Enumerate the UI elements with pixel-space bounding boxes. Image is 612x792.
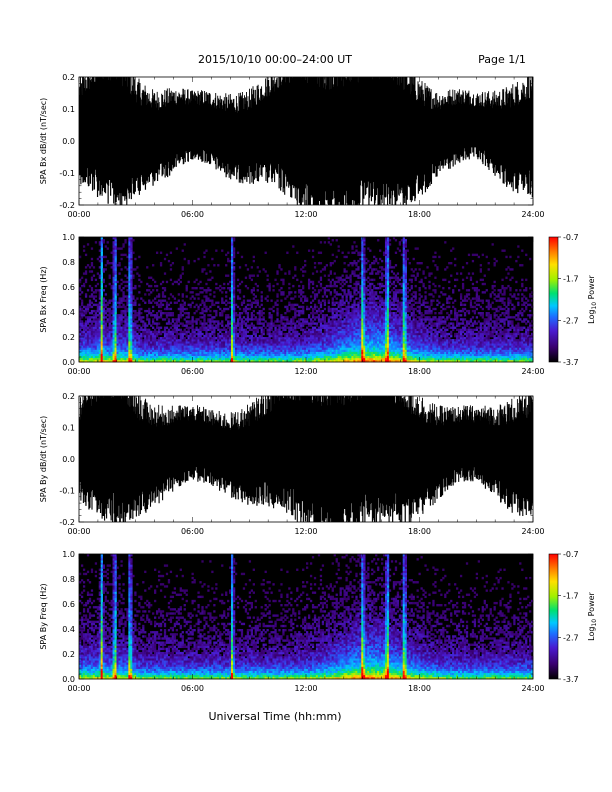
- x-tick-label: 24:00: [521, 684, 544, 693]
- panels: 00:00 06:00 12:00 18:00 24:00 -0.2 -0.1 0.0 0.1 0…: [39, 73, 598, 693]
- y-tick-label: 1.0: [62, 233, 75, 242]
- x-tick-label: 00:00: [67, 210, 90, 219]
- y-tick-label: -0.1: [59, 169, 75, 178]
- y-tick-label: 0.8: [62, 258, 75, 267]
- colorbar-label-base: Log: [587, 627, 596, 641]
- x-tick-label: 24:00: [521, 527, 544, 536]
- colorbar-label-base: Log: [587, 310, 596, 324]
- y-tick-label: -0.2: [59, 201, 75, 210]
- colorbar-tick-label: -2.7: [563, 316, 579, 325]
- colorbar: -0.7 -1.7 -2.7 -3.7 Log10 Power: [548, 233, 598, 367]
- x-tick-label: 06:00: [181, 527, 204, 536]
- x-tick-label: 12:00: [294, 527, 317, 536]
- x-axis-label: Universal Time (hh:mm): [209, 710, 342, 723]
- y-tick-label: 0.4: [62, 308, 75, 317]
- y-tick-label: -0.2: [59, 518, 75, 527]
- y-axis-label: SPA Bx Freq (Hz): [39, 266, 48, 332]
- y-tick-label: 0.6: [62, 283, 75, 292]
- page-title: 2015/10/10 00:00–24:00 UT: [198, 53, 352, 66]
- y-tick-label: 0.2: [62, 73, 75, 82]
- spectrogram-cells: [79, 554, 534, 680]
- y-tick-label: 0.6: [62, 600, 75, 609]
- x-tick-label: 12:00: [294, 210, 317, 219]
- x-tick-label: 00:00: [67, 527, 90, 536]
- x-tick-label: 12:00: [294, 684, 317, 693]
- y-axis-label: SPA Bx dB/dt (nT/sec): [39, 98, 48, 185]
- y-tick-label: 0.2: [62, 392, 75, 401]
- y-tick-label: 0.1: [62, 424, 75, 433]
- colorbar-label-subscript: 10: [591, 302, 598, 310]
- y-tick-label: 0.2: [62, 333, 75, 342]
- y-tick-label: -0.1: [59, 487, 75, 496]
- y-tick-label: 0.0: [62, 455, 75, 464]
- colorbar-tick-label: -1.7: [563, 592, 579, 601]
- colorbar-tick-label: -0.7: [563, 550, 579, 559]
- x-tick-label: 18:00: [408, 367, 431, 376]
- y-tick-label: 0.1: [62, 105, 75, 114]
- trace-core: [79, 125, 533, 148]
- colorbar-tick-label: -2.7: [563, 633, 579, 642]
- series-line: [79, 396, 533, 522]
- y-axis-label: SPA By dB/dt (nT/sec): [39, 416, 48, 503]
- colorbar-label-rest: Power: [587, 274, 596, 301]
- chart-panel-3: 00:00 06:00 12:00 18:00 24:00 -0.2 -0.1 0.0 0.1 0…: [39, 392, 545, 536]
- spectrogram-cells: [79, 237, 534, 363]
- page-number: Page 1/1: [478, 53, 526, 66]
- colorbar-gradient: [548, 553, 559, 680]
- colorbar: -0.7 -1.7 -2.7 -3.7 Log10 Power: [548, 550, 598, 684]
- x-tick-label: 00:00: [67, 684, 90, 693]
- x-tick-label: 06:00: [181, 367, 204, 376]
- colorbar-label-rest: Power: [587, 591, 596, 618]
- chart-panel-1: 00:00 06:00 12:00 18:00 24:00 -0.2 -0.1 0.0 0.1 0…: [39, 73, 545, 219]
- x-tick-label: 06:00: [181, 684, 204, 693]
- colorbar-tick-label: -1.7: [563, 275, 579, 284]
- x-tick-label: 00:00: [67, 367, 90, 376]
- colorbar-tick-label: -3.7: [563, 675, 579, 684]
- y-tick-label: 0.0: [62, 675, 75, 684]
- colorbar-label-subscript: 10: [591, 619, 598, 627]
- colorbar-label: Log10 Power: [587, 591, 598, 640]
- y-tick-label: 0.0: [62, 137, 75, 146]
- colorbar-tick-label: -0.7: [563, 233, 579, 242]
- x-tick-label: 12:00: [294, 367, 317, 376]
- x-tick-label: 18:00: [408, 210, 431, 219]
- y-tick-label: 0.0: [62, 358, 75, 367]
- y-tick-label: 1.0: [62, 550, 75, 559]
- x-tick-label: 18:00: [408, 684, 431, 693]
- colorbar-gradient: [548, 236, 559, 363]
- y-axis-label: SPA By Freq (Hz): [39, 583, 48, 649]
- x-tick-label: 06:00: [181, 210, 204, 219]
- y-tick-label: 0.4: [62, 625, 75, 634]
- x-tick-label: 24:00: [521, 367, 544, 376]
- y-tick-label: 0.8: [62, 575, 75, 584]
- series-line: [79, 77, 533, 205]
- chart-panel-2: -0.7 -1.7 -2.7 -3.7 Log10 Power 00:00 06:00 12:…: [39, 233, 598, 376]
- trace-core: [79, 443, 533, 466]
- y-tick-label: 0.2: [62, 650, 75, 659]
- chart-panel-4: -0.7 -1.7 -2.7 -3.7 Log10 Power 00:00 06:00 12:…: [39, 550, 598, 693]
- x-tick-label: 18:00: [408, 527, 431, 536]
- colorbar-tick-label: -3.7: [563, 358, 579, 367]
- x-tick-label: 24:00: [521, 210, 544, 219]
- colorbar-label: Log10 Power: [587, 274, 598, 323]
